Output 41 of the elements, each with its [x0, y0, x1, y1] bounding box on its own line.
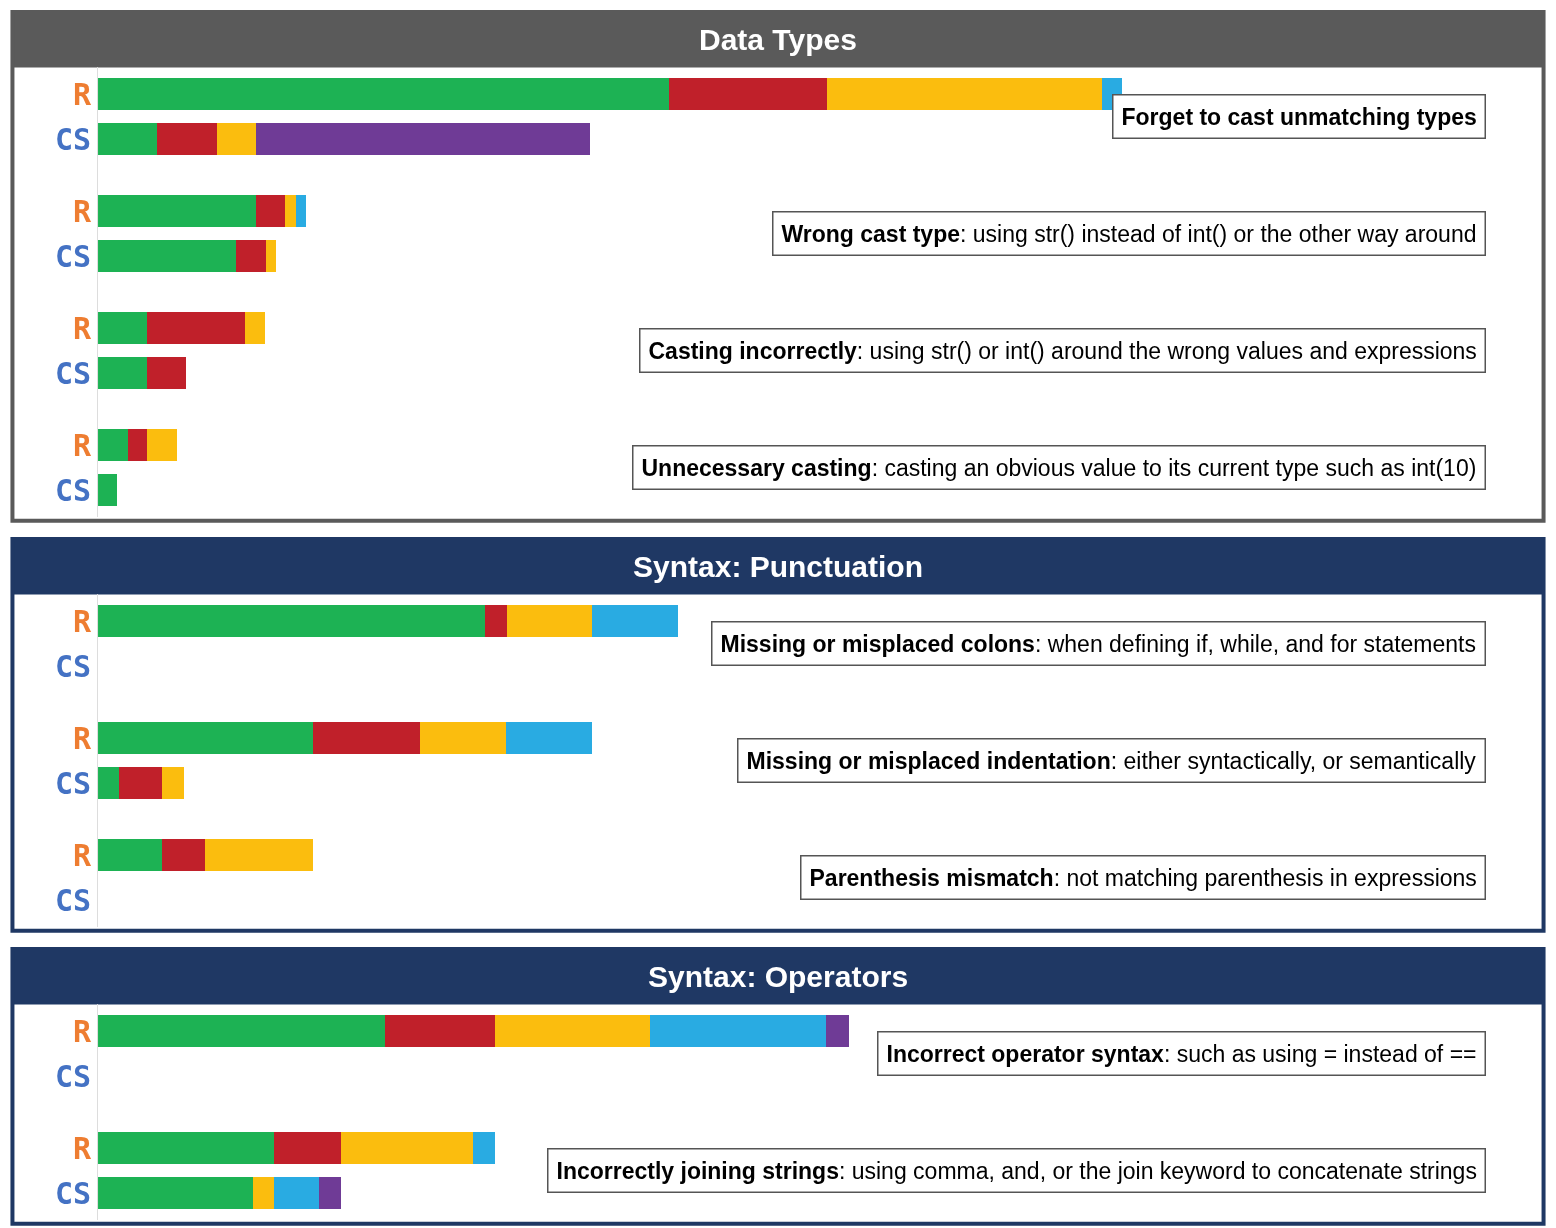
bar	[205, 839, 314, 871]
text: Missing or misplaced indentation: either syntactically, or semantically	[746, 747, 1477, 774]
y-tick-label: R	[72, 1130, 92, 1166]
y-tick-label: R	[72, 837, 92, 873]
y-tick-label: CS	[54, 1175, 92, 1211]
bar	[98, 839, 163, 871]
y-tick-label: CS	[54, 121, 92, 157]
annotation: Casting incorrectly: using str() or int() around the wrong values and expressions	[648, 337, 1477, 364]
bar	[507, 605, 593, 637]
bar	[485, 605, 508, 637]
y-tick-label: CS	[54, 472, 92, 508]
y-tick-label: CS	[54, 882, 92, 918]
y-tick-label: R	[72, 76, 92, 112]
y-tick-label: R	[72, 1013, 92, 1049]
y-tick-label: CS	[54, 355, 92, 391]
annotation: Incorrectly joining strings: using comma, and, or the join keyword to concatenate strings	[556, 1157, 1477, 1184]
y-tick-label: R	[72, 603, 92, 639]
bar	[420, 722, 507, 754]
y-tick-label: R	[72, 720, 92, 756]
chart-title: Data Types	[699, 23, 857, 56]
text: Forget to cast unmatching types	[1121, 103, 1477, 130]
bar	[162, 839, 206, 871]
text: Parenthesis mismatch: not matching parenthesis in expressions	[809, 864, 1477, 891]
annotation: Wrong cast type: using str() instead of int() or the other way around	[781, 220, 1477, 247]
y-tick-label: CS	[54, 765, 92, 801]
y-tick-label: CS	[54, 238, 92, 274]
bar	[592, 605, 679, 637]
y-tick-label: CS	[54, 648, 92, 684]
y-tick-label: R	[72, 193, 92, 229]
bar	[313, 722, 421, 754]
bar	[506, 722, 593, 754]
chart-title: Syntax: Operators	[648, 960, 909, 993]
bar	[98, 722, 314, 754]
text: Missing or misplaced colons: when defining if, while, and for statements	[720, 630, 1476, 657]
text: Syntax: Punctuation	[633, 550, 924, 583]
text: Incorrect operator syntax: such as using = instead of ==	[886, 1040, 1477, 1067]
annotation: Unnecessary casting: casting an obvious value to its current type such as int(10)	[641, 454, 1477, 481]
y-tick-label: R	[72, 310, 92, 346]
y-tick-label: R	[72, 427, 92, 463]
y-tick-label: CS	[54, 1058, 92, 1094]
bar	[98, 605, 486, 637]
